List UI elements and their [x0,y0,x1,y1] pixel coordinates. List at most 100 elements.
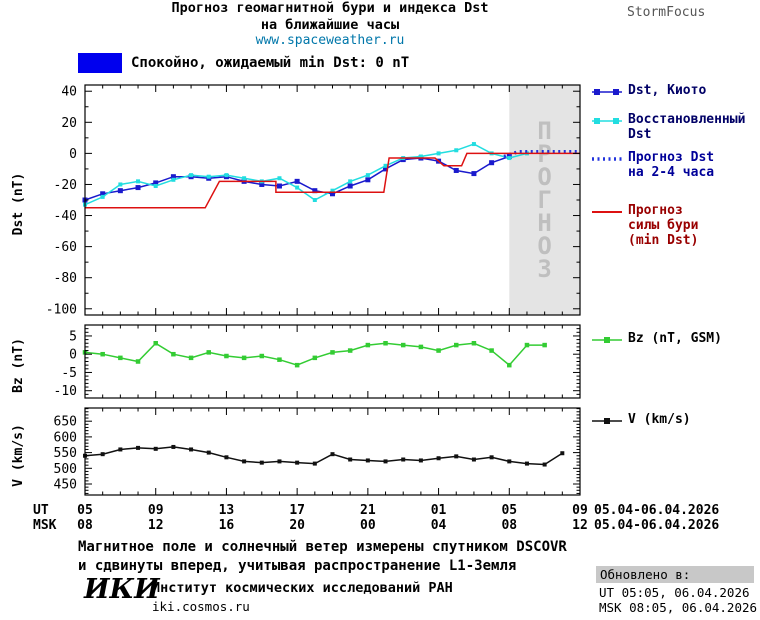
y-tick-label: 20 [61,116,77,131]
msk-tick-label: 08 [77,518,93,533]
y-tick-label: 650 [54,415,77,430]
institute-name: Институт космических исследований РАН [152,580,453,596]
ut-tick-label: 01 [431,503,447,518]
dst-kyoto-line [84,155,510,201]
msk-tick-label: 08 [501,518,517,533]
dst-kyoto-marker [153,180,159,186]
legend-label-solar-wind-speed: V (km/s) [628,412,691,427]
legend-label-bz: Bz (nT, GSM) [628,331,722,346]
brand-label: StormFocus [627,5,706,20]
footnote-line2: и сдвинуты вперед, учитывая распростране… [78,558,517,574]
recovered-dst-marker [418,154,423,159]
recovered-dst-marker [436,151,441,156]
solar-wind-speed-marker [454,454,459,459]
solar-wind-speed-marker [242,459,247,464]
recovered-dst-marker [330,188,335,193]
recovered-dst-marker [295,185,300,190]
bz-marker [330,350,335,355]
storm-forecast-line-sample [592,206,622,248]
bz-marker [153,341,158,346]
solar-wind-speed-marker [224,455,229,460]
msk-tick-label: 20 [289,518,305,533]
bz-line [84,342,545,367]
y-tick-label: -100 [46,302,77,317]
bz-marker [454,342,459,348]
ut-date-range: 05.04-06.04.2026 [594,503,719,518]
bz-marker [489,348,494,353]
recovered-dst-marker [277,176,282,181]
forecast-dst-line-sample [592,153,622,180]
msk-tick-label: 16 [219,518,235,533]
bz-marker [418,344,424,350]
recovered-dst-marker [224,173,229,178]
legend-label-storm-forecast: Прогноз силы бури (min Dst) [628,203,699,248]
bz-marker [259,353,265,359]
solar-wind-speed-marker [312,461,317,466]
legend-recovered-dst: Восстановленный Dst [592,112,745,142]
solar-wind-speed-marker [560,451,565,456]
recovered-dst-marker [206,174,211,179]
recovered-dst-marker [171,177,176,182]
y-tick-label: -80 [54,271,77,286]
y-tick-label: -10 [54,384,77,399]
recovered-dst-marker [100,194,105,199]
dst-kyoto-marker [365,177,371,183]
page-title: Прогноз геомагнитной бури и индекса Dst [171,0,489,16]
solar-wind-speed-marker [171,444,176,449]
ut-tick-label: 09 [148,503,164,518]
bz-marker [294,362,300,368]
bz-marker [471,341,477,346]
solar-wind-speed-marker [471,457,476,462]
legend-label-dst-kyoto: Dst, Киото [628,83,707,98]
solar-wind-speed-marker [401,457,406,462]
bz-marker [383,341,388,346]
dst-kyoto-marker [330,191,335,197]
forecast-region [509,85,580,315]
solar-wind-speed-marker [365,458,370,463]
ut-tick-label: 05 [77,503,93,518]
solar-wind-speed-marker [436,456,441,461]
recovered-dst-marker [383,163,388,168]
bz-marker [224,353,229,359]
forecast-region-letter: О [537,232,551,260]
footnote-line1: Магнитное поле и солнечный ветер измерен… [78,539,567,555]
bz-marker [241,355,247,361]
forecast-region-letter: П [537,117,551,145]
solar-wind-speed-marker [348,457,353,462]
dst-kyoto-marker [100,191,106,197]
solar-wind-speed-marker [189,447,194,452]
forecast-region-letter: Н [537,209,551,237]
page-title-line2: на ближайшие часы [260,16,400,33]
bz-marker [542,342,547,348]
bz-marker [206,350,211,355]
dst-kyoto-marker [489,160,495,166]
recovered-dst-marker [507,156,512,161]
dst-kyoto-marker [471,171,477,177]
ut-tick-label: 13 [219,503,235,518]
y-tick-label: -20 [54,178,77,193]
forecast-region-letter: З [537,255,551,283]
solar-wind-speed-marker [418,458,423,463]
solar-wind-speed-line [84,446,563,466]
dst-kyoto-marker [170,174,176,180]
y-axis-label-bz: Bz (nT) [11,338,26,393]
y-tick-label: -40 [54,209,77,224]
dst-kyoto-marker [276,183,282,189]
y-tick-label: -60 [54,240,77,255]
dst-kyoto-marker [312,188,318,194]
y-tick-label: 550 [54,446,77,461]
dst-kyoto-marker [259,181,265,187]
dst-kyoto-marker [347,183,353,189]
solar-wind-speed-marker [489,455,494,460]
status-color-swatch [78,53,122,73]
solar-wind-speed-marker [383,459,388,464]
bz-marker [507,362,512,368]
solar-wind-speed-marker [259,460,264,465]
msk-tick-label: 04 [431,518,447,533]
dst-kyoto-marker [453,167,459,173]
bz-marker [277,357,282,362]
solar-wind-speed-marker [206,450,211,455]
updated-at-header: Обновлено в: [596,566,754,583]
recovered-dst-line [84,143,528,206]
